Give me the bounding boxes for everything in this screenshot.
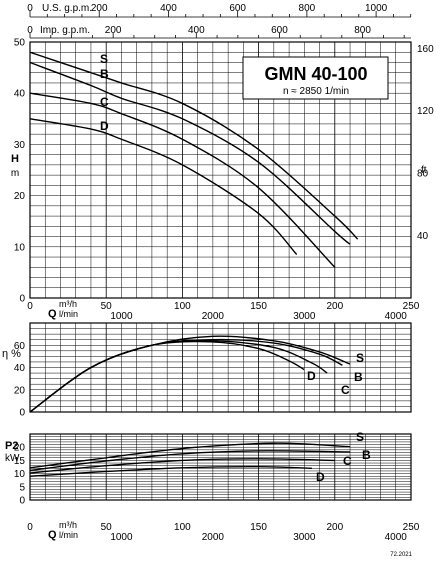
panel-frame xyxy=(29,41,412,299)
usgpm-tick-label: 600 xyxy=(229,3,246,14)
curve-0-C xyxy=(29,92,336,268)
lmin-tick-label: 3000 xyxy=(293,532,316,543)
imp-tick-label: 0 xyxy=(27,25,33,36)
x-tick-label: 50 xyxy=(101,301,113,312)
curve-0-S xyxy=(29,51,359,240)
x-tick-label: 100 xyxy=(174,522,191,533)
usgpm-tick-label: 0 xyxy=(27,3,33,14)
curve-label-2-S: S xyxy=(356,430,364,444)
usgpm-tick-label: 1000 xyxy=(365,3,388,14)
curve-2-C xyxy=(29,458,335,474)
curve-2-B xyxy=(29,450,351,472)
curve-1-D xyxy=(29,340,305,413)
y-tick-label: 10 xyxy=(14,242,26,253)
imp-tick-label: 600 xyxy=(271,25,288,36)
x-axis-unit: m³/h xyxy=(59,520,77,530)
y-tick-label: 60 xyxy=(14,341,26,352)
y-axis-unit: m xyxy=(11,168,19,179)
y-tick-label: 40 xyxy=(14,89,26,100)
curve-label-1-S: S xyxy=(356,351,364,365)
curve-2-S xyxy=(29,442,351,469)
y2-tick-label: 80 xyxy=(417,169,429,180)
x-axis-label: Q xyxy=(48,308,57,320)
curve-0-B xyxy=(29,61,351,245)
curve-label-2-C: C xyxy=(343,454,352,468)
lmin-tick-label: 2000 xyxy=(202,311,225,322)
y-axis-label: H xyxy=(11,153,19,165)
x-tick-label: 150 xyxy=(250,301,267,312)
y2-tick-label: 40 xyxy=(417,231,429,242)
usgpm-axis-label: U.S. g.p.m. xyxy=(42,3,92,14)
panel-frame xyxy=(29,322,412,413)
y-tick-label: 50 xyxy=(14,38,26,49)
x-axis-unit: m³/h xyxy=(59,299,77,309)
usgpm-tick-label: 400 xyxy=(160,3,177,14)
y-tick-label: 0 xyxy=(19,408,25,419)
x-tick-label: 50 xyxy=(101,522,113,533)
curve-label-0-B: B xyxy=(100,67,109,81)
x-tick-label: 0 xyxy=(27,301,33,312)
y-tick-label: 20 xyxy=(14,385,26,396)
lmin-tick-label: 4000 xyxy=(385,311,408,322)
curve-1-C xyxy=(29,340,328,413)
curve-label-1-C: C xyxy=(341,383,350,397)
curve-2-D xyxy=(29,466,312,477)
title-box xyxy=(242,56,389,100)
lmin-tick-label: 2000 xyxy=(202,532,225,543)
y-tick-label: 20 xyxy=(14,443,26,454)
lmin-tick-label: 1000 xyxy=(110,311,133,322)
curve-label-0-S: S xyxy=(100,52,108,66)
x-axis-unit2: l/min xyxy=(59,530,78,540)
y-tick-label: 0 xyxy=(19,496,25,507)
x-tick-label: 200 xyxy=(326,522,343,533)
x-tick-label: 0 xyxy=(27,522,33,533)
usgpm-tick-label: 800 xyxy=(299,3,316,14)
power-y-axis-label: P2 xyxy=(5,440,18,452)
imp-tick-label: 400 xyxy=(188,25,205,36)
curve-label-1-B: B xyxy=(354,370,363,384)
panel-frame xyxy=(29,433,412,501)
power-y-axis-unit: kW xyxy=(5,453,20,464)
curve-label-2-B: B xyxy=(362,448,371,462)
lmin-tick-label: 4000 xyxy=(385,532,408,543)
y2-tick-label: 120 xyxy=(417,106,434,117)
y-tick-label: 0 xyxy=(19,294,25,305)
y2-axis-label: ft xyxy=(421,165,427,176)
x-tick-label: 200 xyxy=(326,301,343,312)
x-tick-label: 250 xyxy=(403,522,420,533)
x-tick-label: 250 xyxy=(403,301,420,312)
lmin-tick-label: 1000 xyxy=(110,532,133,543)
curve-0-D xyxy=(29,118,298,255)
x-axis-label: Q xyxy=(48,529,57,541)
curve-label-0-C: C xyxy=(100,95,109,109)
x-tick-label: 100 xyxy=(174,301,191,312)
imp-tick-label: 800 xyxy=(354,25,371,36)
chart-subtitle: n ≈ 2850 1/min xyxy=(283,86,349,97)
curve-label-2-D: D xyxy=(316,470,325,484)
eff-y-axis-label: η % xyxy=(2,348,21,360)
x-axis-unit2: l/min xyxy=(59,309,78,319)
text-layer: 010203040500204060051015204080120160ftHm… xyxy=(2,3,434,543)
imp-tick-label: 200 xyxy=(105,25,122,36)
y-tick-label: 20 xyxy=(14,191,26,202)
chart-title: GMN 40-100 xyxy=(264,64,367,84)
y-tick-label: 10 xyxy=(14,469,26,480)
curve-label-1-D: D xyxy=(307,369,316,383)
curve-label-0-D: D xyxy=(100,119,109,133)
imp-axis-label: Imp. g.p.m. xyxy=(40,25,90,36)
y-tick-label: 5 xyxy=(19,482,25,493)
lmin-tick-label: 3000 xyxy=(293,311,316,322)
footer-code: 72.2021 xyxy=(390,552,412,558)
y-tick-label: 40 xyxy=(14,363,26,374)
y-tick-label: 15 xyxy=(14,456,26,467)
x-tick-label: 150 xyxy=(250,522,267,533)
curves-layer xyxy=(29,51,359,477)
usgpm-tick-label: 200 xyxy=(91,3,108,14)
y2-tick-label: 160 xyxy=(417,44,434,55)
y-tick-label: 30 xyxy=(14,140,26,151)
